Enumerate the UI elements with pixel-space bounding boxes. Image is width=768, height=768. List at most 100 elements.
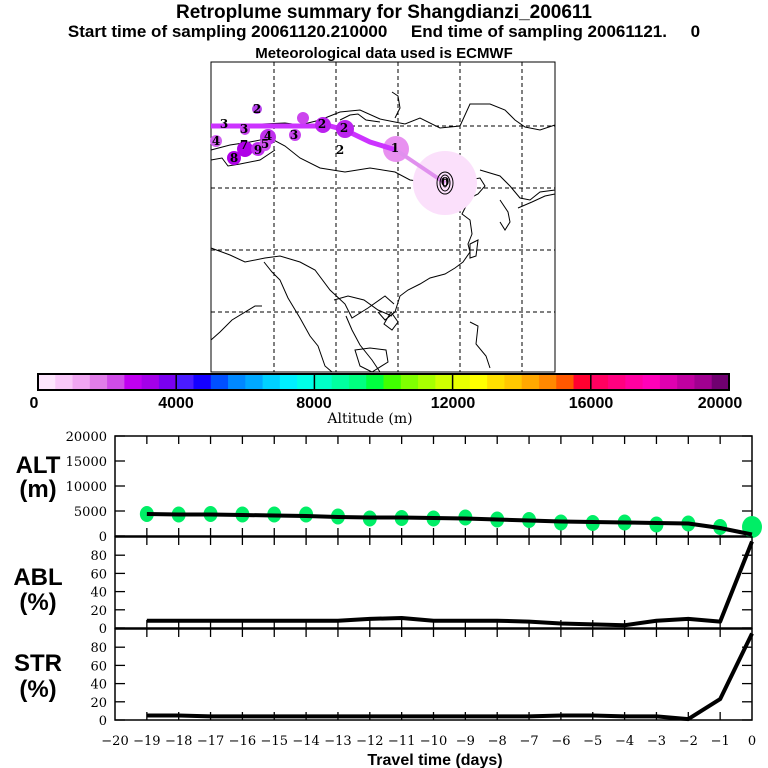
y-tick-label: 0: [99, 530, 107, 545]
coastline: [210, 137, 441, 183]
coastline: [333, 295, 393, 317]
coastline: [345, 315, 381, 373]
plume-particle-cluster: [237, 141, 253, 157]
receptor-contour: [439, 174, 451, 192]
x-tick-label: −18: [165, 734, 192, 749]
y-tick-label: 20: [90, 696, 107, 711]
coastline: [517, 193, 556, 209]
y-tick-label: 20000: [66, 430, 107, 445]
colorbar-tick-label: 8000: [296, 395, 332, 412]
colorbar-swatch: [314, 374, 333, 390]
plume-day-label: 2: [336, 143, 344, 157]
y-tick-label: 5000: [74, 505, 107, 520]
series-line-alt: [146, 512, 753, 537]
plume-particle-cluster: [240, 125, 250, 135]
plume-day-label: 1: [391, 141, 399, 155]
colorbar-swatch: [72, 374, 91, 390]
coastline: [354, 347, 389, 373]
x-tick-label: −20: [101, 734, 128, 749]
x-axis-label: Travel time (days): [367, 752, 502, 768]
colorbar-swatch: [331, 374, 350, 390]
colorbar-swatch: [228, 374, 246, 390]
plume-day-label: 4: [264, 129, 272, 143]
coastline: [210, 103, 556, 131]
colorbar-swatch: [677, 374, 695, 390]
y-axis-label: (m): [19, 476, 56, 503]
colorbar-swatch: [659, 374, 678, 390]
series-line-str: [146, 632, 754, 722]
y-tick-label: 40: [90, 678, 107, 693]
colorbar-swatch: [348, 374, 367, 390]
receptor-contour: [436, 171, 454, 195]
x-tick-label: −5: [583, 734, 602, 749]
x-tick-label: −10: [420, 734, 447, 749]
colorbar-swatch: [107, 374, 125, 390]
colorbar-swatch: [452, 374, 471, 390]
plume-day-label: 2: [340, 121, 348, 135]
plume-day-label: 4: [212, 134, 220, 148]
colorbar-swatch: [711, 374, 730, 390]
x-tick-label: −17: [197, 734, 224, 749]
colorbar-swatch: [400, 374, 419, 390]
plume-day-label: 3: [220, 117, 228, 131]
series-line-abl: [146, 540, 754, 628]
x-tick-label: −13: [324, 734, 351, 749]
plume-day-label: 0: [441, 175, 449, 189]
panel-alt: 0 5000 10000 15000 20000 ALT(m): [16, 430, 762, 545]
y-tick-label: 60: [90, 659, 107, 674]
colorbar-swatch: [297, 374, 315, 390]
colorbar-swatch: [124, 374, 143, 390]
colorbar-swatch: [504, 374, 523, 390]
coastline: [469, 321, 491, 369]
x-tick-label: −12: [356, 734, 383, 749]
plume-day-label: 2: [318, 117, 326, 131]
colorbar-swatch: [487, 374, 505, 390]
colorbar-swatch: [573, 374, 592, 390]
colorbar-axis-label: Altitude (m): [326, 411, 412, 427]
chart-title: Retroplume summary for Shangdianzi_20061…: [175, 2, 593, 23]
colorbar-swatch: [176, 374, 194, 390]
colorbar-swatch: [89, 374, 108, 390]
colorbar-swatch: [590, 374, 609, 390]
colorbar-swatch: [556, 374, 575, 390]
plume-day-label: 3: [290, 128, 298, 142]
y-tick-label: 15000: [66, 455, 107, 470]
plume-day-label: 9: [254, 143, 262, 157]
coastline: [263, 261, 333, 373]
plume-particle-cluster: [336, 120, 354, 138]
plume-particle-cluster: [315, 117, 331, 133]
coastline: [479, 169, 556, 201]
x-tick-label: −15: [261, 734, 288, 749]
coastline: [210, 305, 262, 341]
colorbar-tick-label: 0: [30, 395, 39, 412]
y-axis-label: ALT: [16, 452, 61, 479]
colorbar-tick-label: 4000: [158, 395, 194, 412]
plume-day-label: 2: [253, 102, 261, 116]
y-tick-label: 0: [99, 714, 107, 729]
plume-day-label: 5: [261, 137, 269, 151]
y-axis-label: (%): [19, 676, 56, 703]
y-tick-label: 60: [90, 567, 107, 582]
y-tick-label: 0: [99, 622, 107, 637]
coastline: [210, 247, 395, 319]
x-tick-label: −8: [488, 734, 507, 749]
x-tick-label: −14: [292, 734, 319, 749]
panel-frame: [114, 628, 753, 721]
colorbar-tick-label: 12000: [431, 395, 476, 412]
coastline: [339, 113, 381, 123]
colorbar-swatch: [158, 374, 177, 390]
y-tick-label: 80: [90, 641, 107, 656]
colorbar-swatch: [262, 374, 281, 390]
x-tick-label: −3: [647, 734, 666, 749]
colorbar-swatch: [642, 374, 661, 390]
colorbar-swatch: [141, 374, 160, 390]
colorbar-tick-label: 16000: [569, 395, 614, 412]
colorbar-swatch: [469, 374, 488, 390]
x-tick-label: −19: [133, 734, 160, 749]
plume-day-label: 8: [230, 151, 238, 165]
coastline: [383, 311, 399, 331]
x-tick-label: 0: [748, 734, 756, 749]
